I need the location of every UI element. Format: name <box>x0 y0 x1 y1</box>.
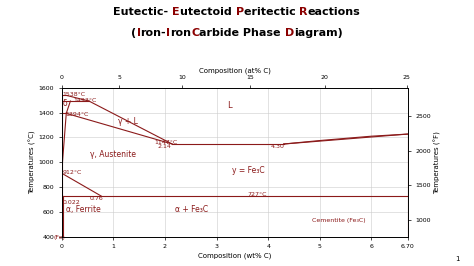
Text: C: C <box>191 28 199 38</box>
Text: P: P <box>236 7 244 17</box>
Text: Eutectic-: Eutectic- <box>113 7 173 17</box>
Text: γ + L: γ + L <box>118 117 138 126</box>
Text: R: R <box>300 7 308 17</box>
Text: L: L <box>227 101 231 110</box>
Text: γ, Austenite: γ, Austenite <box>90 150 136 159</box>
Text: α + Fe₃C: α + Fe₃C <box>175 205 209 214</box>
Text: 1: 1 <box>456 256 460 262</box>
Text: 1147°C: 1147°C <box>155 140 178 145</box>
Text: (: ( <box>131 28 137 38</box>
Text: ron-: ron- <box>140 28 166 38</box>
Text: ron: ron <box>170 28 191 38</box>
Text: 2.14: 2.14 <box>157 144 171 149</box>
Text: eactions: eactions <box>308 7 361 17</box>
Text: (Fe): (Fe) <box>53 235 65 240</box>
Text: D: D <box>284 28 294 38</box>
Text: δ: δ <box>63 99 67 109</box>
Text: y = Fe₃C: y = Fe₃C <box>232 167 264 176</box>
Text: 4.30: 4.30 <box>271 144 285 149</box>
Text: arbide Phase: arbide Phase <box>199 28 284 38</box>
Y-axis label: Temperatures (°F): Temperatures (°F) <box>434 131 441 194</box>
Y-axis label: Temperatures (°C): Temperatures (°C) <box>28 130 36 194</box>
Text: 727°C: 727°C <box>247 192 267 197</box>
Text: eritectic: eritectic <box>244 7 300 17</box>
Text: E: E <box>173 7 180 17</box>
Text: I: I <box>166 28 170 38</box>
Text: 912°C: 912°C <box>63 170 82 175</box>
Text: utectoid: utectoid <box>180 7 236 17</box>
Text: α, Ferrite: α, Ferrite <box>66 205 100 214</box>
Text: 1538°C: 1538°C <box>63 92 86 97</box>
Text: iagram): iagram) <box>294 28 343 38</box>
Text: 1394°C: 1394°C <box>66 112 89 117</box>
Text: 1493°C: 1493°C <box>73 98 96 103</box>
X-axis label: Composition (at% C): Composition (at% C) <box>199 67 271 74</box>
Text: I: I <box>137 28 140 38</box>
Text: Cementite (Fe₃C): Cementite (Fe₃C) <box>312 218 366 223</box>
Text: 0.022: 0.022 <box>63 201 81 205</box>
X-axis label: Composition (wt% C): Composition (wt% C) <box>198 252 271 259</box>
Text: 0.76: 0.76 <box>90 196 104 201</box>
